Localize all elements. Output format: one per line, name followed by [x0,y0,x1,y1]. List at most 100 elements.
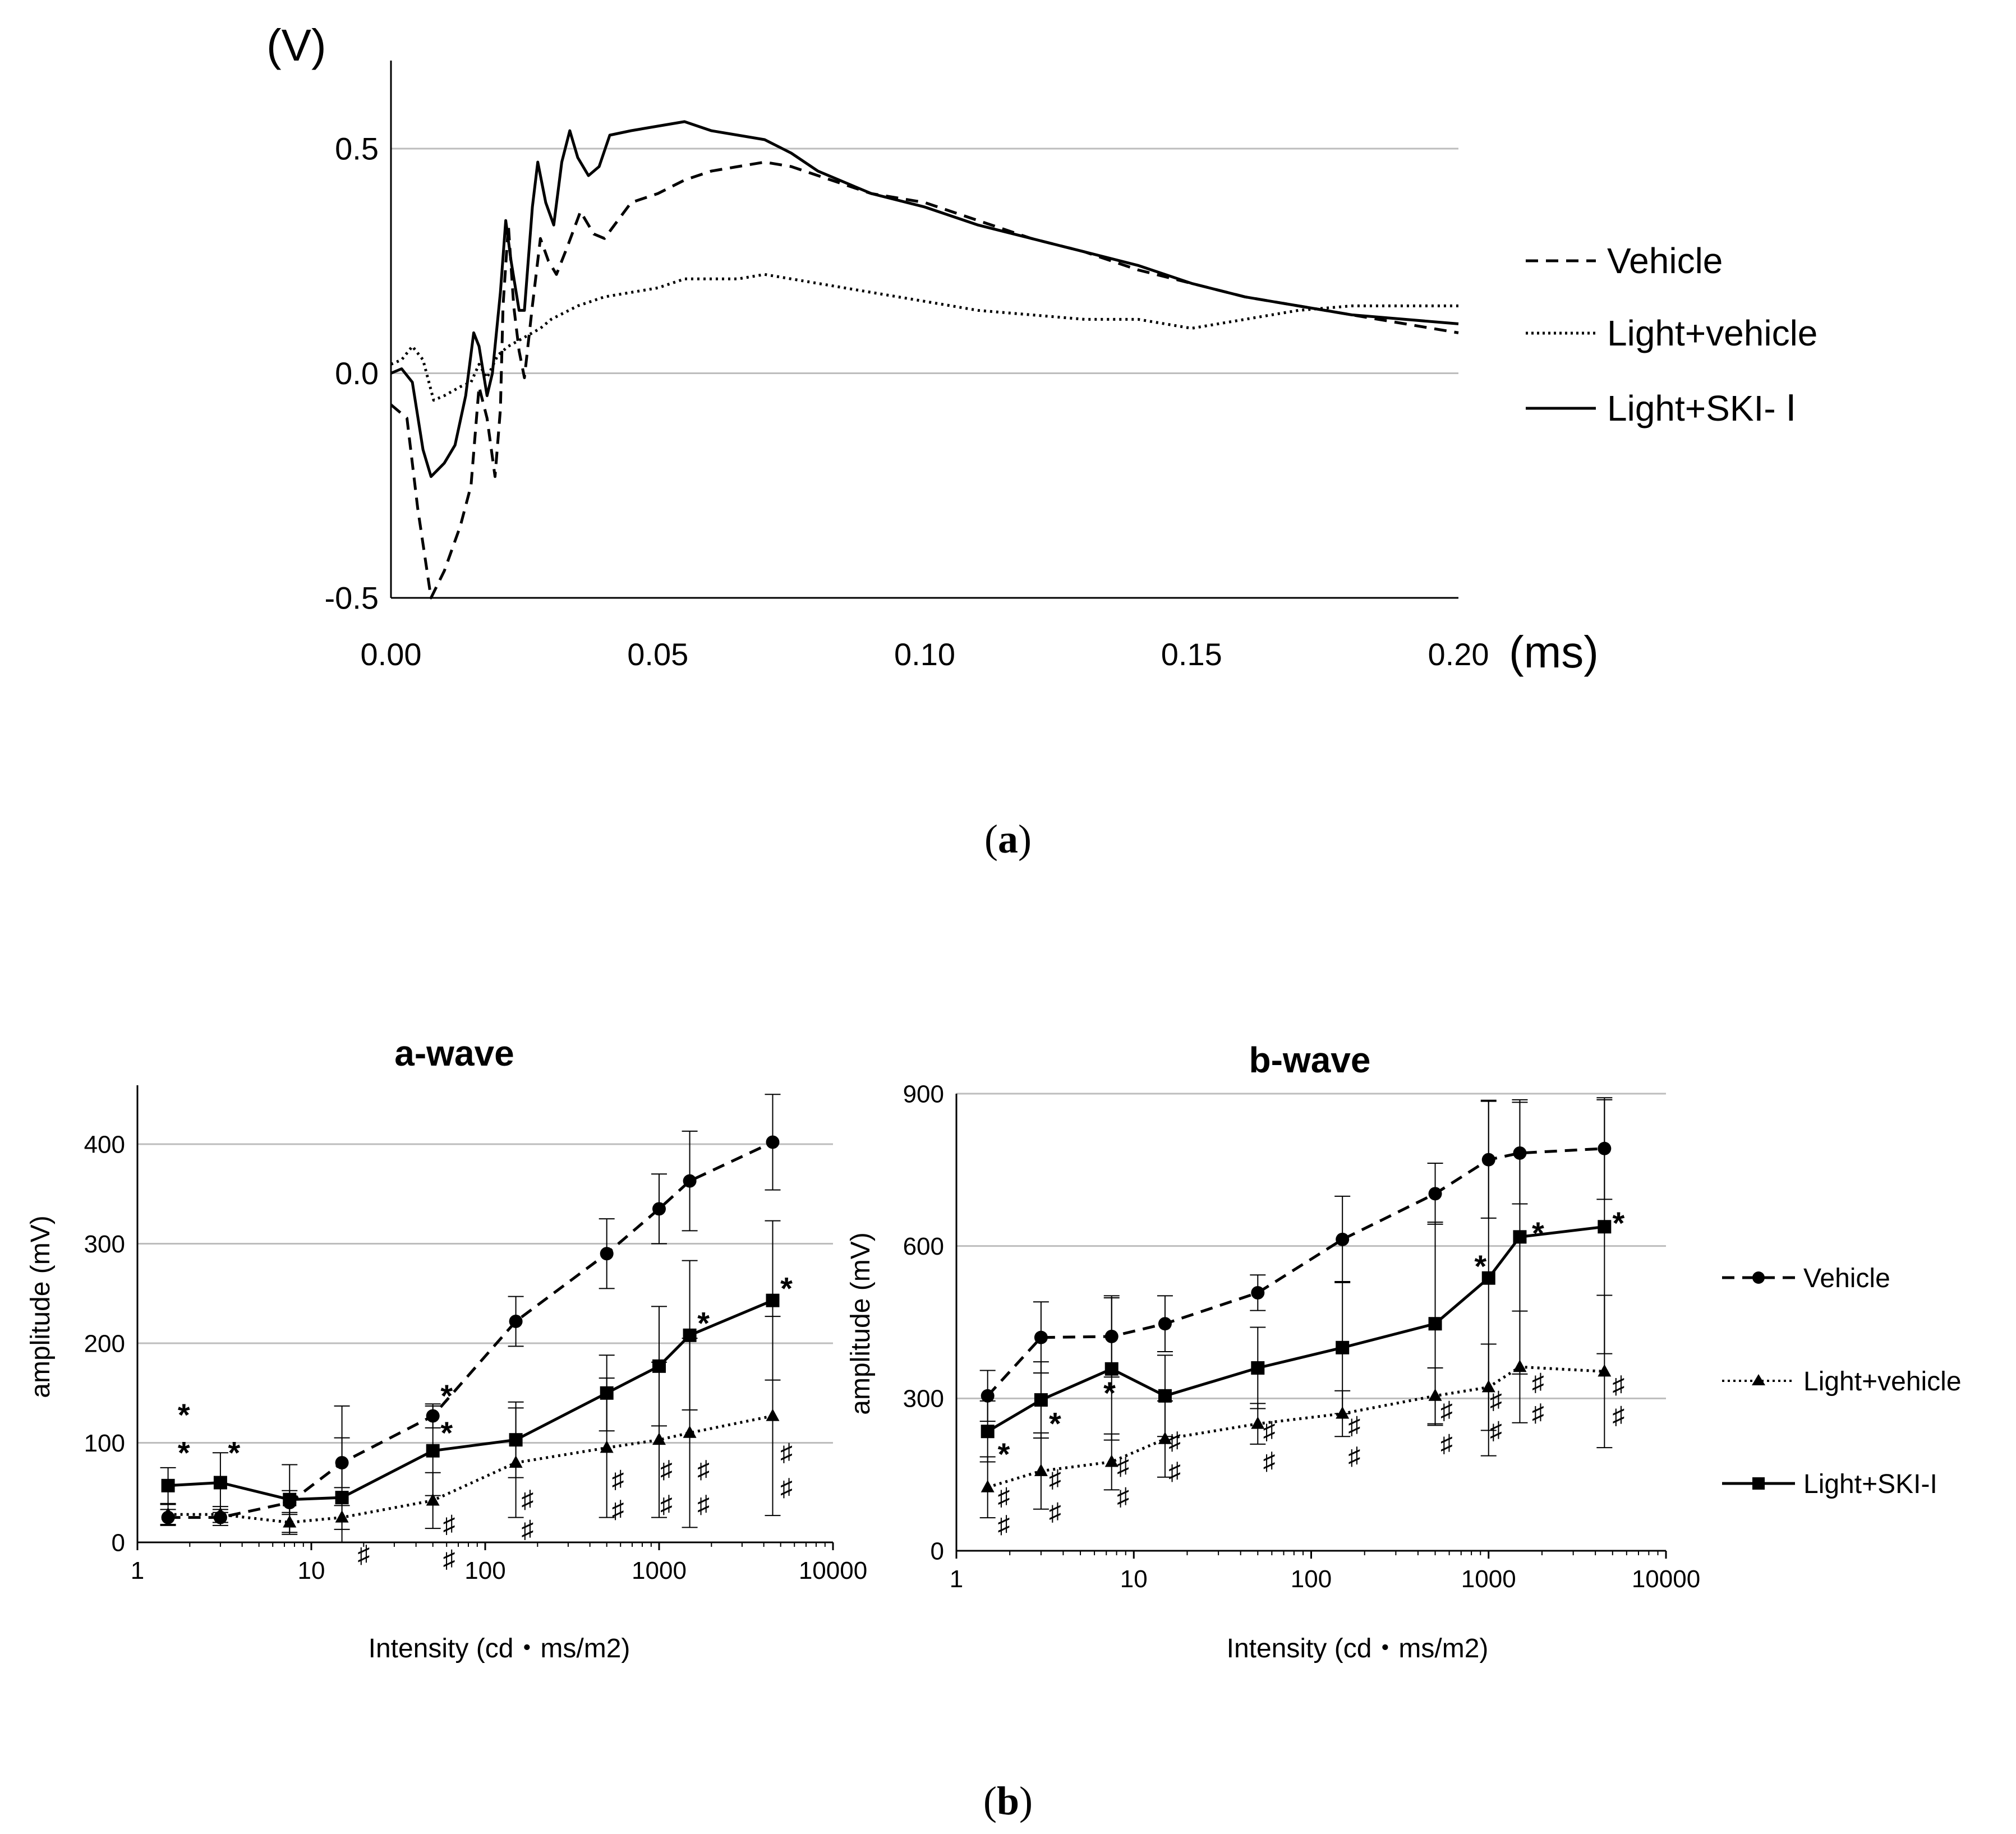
a-wave-light-ski-i-point [600,1386,614,1400]
panel-b-label: (b) [983,1778,1033,1823]
b-wave-significance-hash: ♯ [1168,1427,1181,1455]
a-wave-light-ski-i-point [652,1359,666,1373]
a-wave-significance-star: * [178,1397,190,1432]
a-wave-significance-star: * [780,1271,793,1306]
b-wave-significance-star: * [1474,1248,1486,1284]
a-wave-light-ski-i-point [509,1433,523,1447]
legend-b-label-light-vehicle: Light+vehicle [1803,1367,1962,1397]
a-wave-significance-hash: ♯ [697,1456,710,1483]
a-wave-significance-hash: ♯ [660,1456,673,1483]
b-wave-light-ski-i-point [1598,1220,1612,1234]
b-wave-significance-hash: ♯ [1263,1448,1276,1475]
a-wave-vehicle-point [766,1135,780,1149]
a-wave-x-tick-label: 10000 [799,1557,867,1584]
b-wave-y-tick-label: 600 [903,1233,944,1260]
a-wave-light-vehicle-point [766,1408,780,1421]
legend-label-light-vehicle: Light+vehicle [1607,313,1817,353]
legend-label-vehicle: Vehicle [1607,241,1723,281]
b-wave-y-tick-label: 300 [903,1385,944,1413]
panel-a-x-unit: (ms) [1509,627,1599,677]
a-wave-vehicle-point [683,1174,697,1188]
b-wave-significance-hash: ♯ [1490,1386,1502,1414]
a-wave-y-tick-label: 100 [84,1430,125,1457]
erg-trace-y-tick-label: 0.0 [335,356,379,391]
b-wave-series-vehicle [986,1147,1605,1397]
a-wave-series-vehicle [168,1141,774,1519]
b-wave-vehicle-point [1336,1232,1350,1246]
a-wave-significance-hash: ♯ [660,1491,673,1518]
a-wave-light-vehicle-point [161,1507,175,1520]
legend-b-marker-vehicle [1752,1271,1765,1284]
b-wave-light-vehicle-point [981,1480,995,1492]
b-wave-significance-hash: ♯ [997,1511,1010,1538]
b-wave-light-ski-i-point [1513,1230,1527,1244]
b-wave-significance-hash: ♯ [1612,1371,1624,1399]
a-wave-vehicle-point [652,1202,666,1216]
a-wave-y-tick-label: 200 [84,1330,125,1357]
a-wave-light-ski-i-point [335,1491,349,1505]
a-wave-light-vehicle-point [600,1440,614,1453]
a-wave-x-tick-label: 10 [298,1557,325,1584]
a-wave-significance-star: * [440,1378,453,1413]
erg-trace-series-light-vehicle [390,273,1458,402]
b-wave-light-vehicle-point [1034,1463,1048,1476]
b-wave-significance-hash: ♯ [1440,1397,1453,1424]
a-wave-significance-star: * [228,1435,241,1470]
b-wave-ylabel: amplitude (mV) [846,1232,876,1414]
a-wave-vehicle-point [600,1247,614,1261]
b-wave-vehicle-point [1428,1187,1442,1201]
b-wave-significance-hash: ♯ [1348,1443,1360,1470]
b-wave-light-vehicle-point [1158,1431,1172,1444]
a-wave-significance-hash: ♯ [521,1486,533,1513]
a-wave-significance-hash: ♯ [357,1541,370,1568]
b-wave-significance-hash: ♯ [1440,1430,1453,1457]
legend-b-marker-light-vehicle [1752,1374,1765,1385]
panel-b-legend: Vehicle Light+vehicle Light+SKI-I [1722,1264,1962,1499]
panel-a-label: (a) [984,817,1032,861]
erg-trace-x-tick-label: 0.10 [894,637,955,672]
erg-trace-x-tick-label: 0.00 [361,637,422,672]
b-wave-title: b-wave [1249,1040,1371,1080]
b-wave-light-vehicle-point [1104,1454,1119,1467]
b-wave-xlabel: Intensity (cd・ms/m2) [1227,1634,1489,1663]
b-wave-significance-star: * [1049,1406,1061,1441]
legend-b-marker-light-ski [1752,1477,1765,1490]
a-wave-title: a-wave [394,1033,514,1073]
a-wave-light-vehicle-point [652,1432,666,1445]
b-wave-light-ski-i-point [981,1425,995,1439]
b-wave-vehicle-point [1158,1317,1172,1331]
a-wave-y-tick-label: 0 [112,1529,125,1556]
b-wave-x-tick-label: 10000 [1632,1565,1700,1593]
a-wave-x-tick-label: 1000 [632,1557,687,1584]
b-wave-light-ski-i-point [1104,1362,1119,1376]
a-wave-vehicle-point [509,1314,523,1328]
a-wave-significance-hash: ♯ [521,1515,533,1543]
b-wave-significance-hash: ♯ [1049,1466,1061,1493]
a-wave-light-ski-i-point [213,1476,227,1490]
a-wave-light-ski-i-point [426,1444,440,1458]
b-wave-significance-hash: ♯ [1532,1369,1544,1397]
b-wave-significance-hash: ♯ [1117,1483,1129,1510]
erg-trace-series-light-ski [390,120,1459,478]
b-wave-significance-hash: ♯ [1490,1417,1502,1445]
legend-b-label-light-ski: Light+SKI-I [1803,1469,1937,1499]
b-wave-light-ski-i-point [1034,1393,1048,1407]
erg-trace-x-tick-label: 0.05 [627,637,688,672]
b-wave-y-tick-label: 900 [903,1080,944,1108]
b-wave-significance-hash: ♯ [1532,1399,1544,1427]
a-wave-significance-hash: ♯ [780,1439,793,1467]
legend-label-light-ski: Light+SKI- Ⅰ [1607,388,1796,428]
a-wave-xlabel: Intensity (cd・ms/m2) [369,1634,630,1663]
b-wave-significance-star: * [998,1436,1010,1472]
a-wave-light-ski-i-point [283,1492,297,1506]
b-wave-x-tick-label: 10 [1120,1565,1148,1593]
erg-trace-x-tick-label: 0.20 [1428,637,1489,672]
b-wave-light-vehicle-point [1598,1364,1612,1377]
a-wave-significance-hash: ♯ [697,1491,710,1518]
a-wave-significance-hash: ♯ [780,1474,793,1501]
a-wave-light-vehicle-point [683,1425,697,1438]
panel-a-chart: 0.50.0-0.50.00 0.05 0.10 0.15 0.20 (V) (ms) … [266,20,1817,861]
